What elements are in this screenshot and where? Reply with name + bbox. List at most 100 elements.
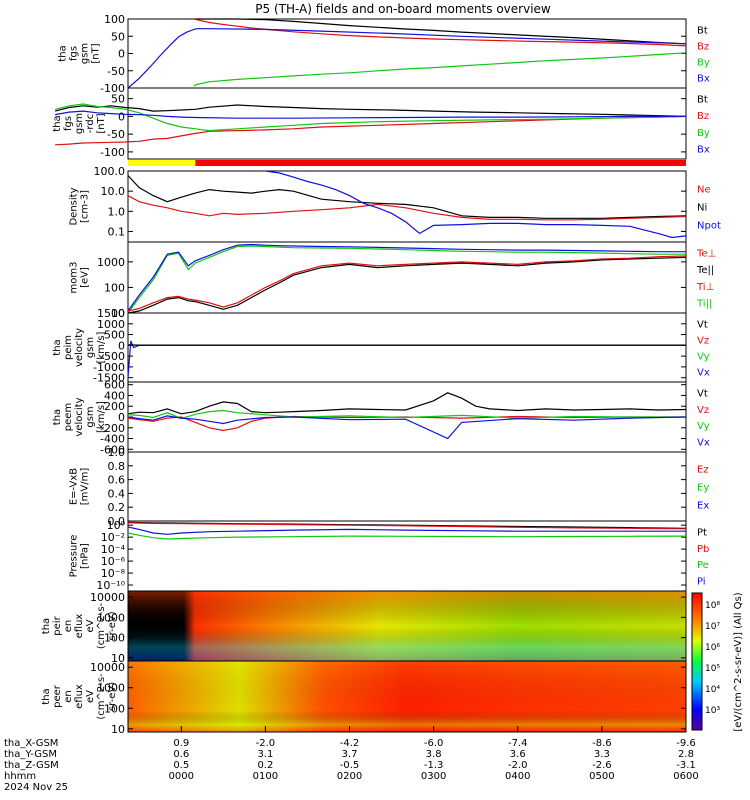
- y-tick-label: 10⁻²: [101, 531, 125, 544]
- y-tick-label: 0: [118, 48, 125, 61]
- series-Vy: [127, 409, 686, 420]
- x-tick-label: 0.9: [173, 738, 189, 749]
- y-tick-label: -100: [100, 82, 125, 95]
- y-tick-label: 10⁰: [107, 519, 126, 532]
- y-axis-label: (cm^2-s-: [96, 602, 107, 649]
- y-tick-label: 500: [104, 329, 125, 342]
- colorbar: 10⁸ 10⁷ 10⁶ 10⁵ 10⁴ 10³ [eV/(cm^2-s-sr-eV)] (A…: [691, 592, 744, 732]
- x-tick-label: -4.2: [340, 738, 360, 749]
- y-axis-label: en: [63, 620, 74, 633]
- x-tick-label: 3.1: [257, 749, 273, 760]
- x-axis-labels: tha_X-GSM 0.9 -2.0 -4.2 -6.0 -7.4 -8.6 -9.6 tha_…: [4, 726, 699, 793]
- y-tick-label: -400: [100, 433, 125, 446]
- x-tick-label: 3.7: [342, 749, 358, 760]
- y-axis-label: eV: [85, 619, 96, 632]
- y-axis-label: tha: [41, 688, 52, 704]
- y-axis-label: Pressure: [69, 535, 80, 578]
- legend-entry: Ti⊥: [696, 282, 714, 293]
- y-tick-label: -50: [107, 128, 125, 141]
- x-row-label: tha_Z-GSM: [4, 760, 59, 771]
- legend-entry: Bz: [697, 41, 709, 52]
- legend-entry: Vz: [697, 335, 709, 346]
- series-Bz: [55, 115, 687, 146]
- series-Pe: [127, 532, 687, 540]
- y-axis-label: gsm: [80, 43, 91, 64]
- legend-entry: Pt: [697, 528, 707, 539]
- mode-bar-fast: [128, 160, 196, 166]
- x-row-label: tha_X-GSM: [4, 738, 58, 749]
- y-tick-label: -1500: [93, 372, 125, 385]
- panel-fgs-gsm: 100 50 0 -50 -100 tha fgs gsm [nT] Bt Bz By Bx: [58, 13, 710, 95]
- y-axis-label: fgs: [69, 46, 80, 61]
- y-axis-label: -rdc: [85, 114, 96, 133]
- y-tick-label: 1000: [97, 611, 125, 624]
- x-tick-label: 0600: [673, 771, 698, 782]
- y-axis-label: [eV]: [80, 267, 91, 288]
- y-tick-label: 10⁻⁶: [101, 555, 126, 568]
- y-tick-label: 100.0: [94, 165, 126, 178]
- y-axis-label: tha: [41, 618, 52, 634]
- legend-entry: By: [697, 128, 710, 139]
- series-Ne: [127, 195, 687, 221]
- legend-entry: Vy: [697, 421, 710, 432]
- y-tick-label: -200: [100, 422, 125, 435]
- x-tick-label: 0500: [589, 771, 614, 782]
- series-Te||: [127, 256, 687, 314]
- y-axis-label: tha: [58, 45, 69, 61]
- x-row-label: hhmm: [4, 771, 36, 782]
- legend-entry: Vz: [697, 405, 709, 416]
- legend-entry: Pb: [697, 544, 709, 555]
- y-axis-label: gsm: [74, 113, 85, 134]
- series-Vt: [127, 392, 687, 415]
- y-axis-label: gsm: [85, 337, 96, 358]
- y-tick-label: 10: [111, 652, 125, 665]
- series-Vx: [127, 340, 686, 378]
- y-axis-label: velocity: [74, 328, 85, 367]
- series-Ti⊥: [127, 243, 686, 312]
- y-axis-label: mom3: [69, 262, 80, 294]
- colorbar-tick-label: 10⁸: [705, 601, 720, 611]
- y-axis-label: E=-VxB: [69, 468, 80, 505]
- x-tick-label: 0000: [169, 771, 194, 782]
- panel-frame: [127, 451, 687, 522]
- x-tick-label: -7.4: [508, 738, 528, 749]
- legend-entry: Pi: [697, 576, 706, 587]
- colorbar-tick-label: 10⁷: [705, 622, 720, 632]
- series-Vx: [127, 415, 687, 440]
- y-axis-label: [nT]: [96, 113, 107, 133]
- y-tick-label: -500: [100, 350, 125, 363]
- x-tick-label: 3.3: [594, 749, 610, 760]
- panel-frame: [127, 312, 687, 383]
- y-tick-label: 10: [111, 723, 125, 736]
- x-tick-label: -8.6: [592, 738, 612, 749]
- y-axis-label: [km/s]: [96, 401, 107, 433]
- spectrogram-band: [128, 591, 686, 661]
- legend-entry: Ti||: [696, 298, 712, 309]
- x-tick-label: 2.8: [678, 749, 694, 760]
- y-axis-label: peer: [52, 684, 63, 708]
- y-tick-label: 0: [118, 110, 125, 123]
- y-tick-label: 600: [104, 379, 125, 392]
- series-By: [193, 52, 687, 87]
- x-tick-label: -9.6: [676, 738, 696, 749]
- series-Bx: [127, 28, 687, 89]
- series-Npot: [265, 170, 687, 239]
- y-axis-label: fgs: [63, 116, 74, 131]
- colorbar-scale: [691, 592, 703, 731]
- y-tick-label: 10000: [90, 591, 125, 604]
- y-tick-label: 0: [118, 411, 125, 424]
- y-tick-label: 1000: [97, 256, 125, 269]
- y-tick-label: 100: [104, 281, 125, 294]
- y-tick-label: 50: [111, 30, 125, 43]
- series-By: [54, 103, 687, 132]
- y-axis-label: peem: [63, 403, 74, 431]
- legend-entry: Ni: [697, 203, 707, 214]
- series-Ti||: [127, 245, 686, 314]
- legend-entry: By: [697, 58, 710, 69]
- y-tick-label: 10⁻⁴: [101, 543, 126, 556]
- panel-efield: 1.00.80.60.40.20.0 E=-VxB [mV/m] Ez Ey Ex: [69, 446, 710, 528]
